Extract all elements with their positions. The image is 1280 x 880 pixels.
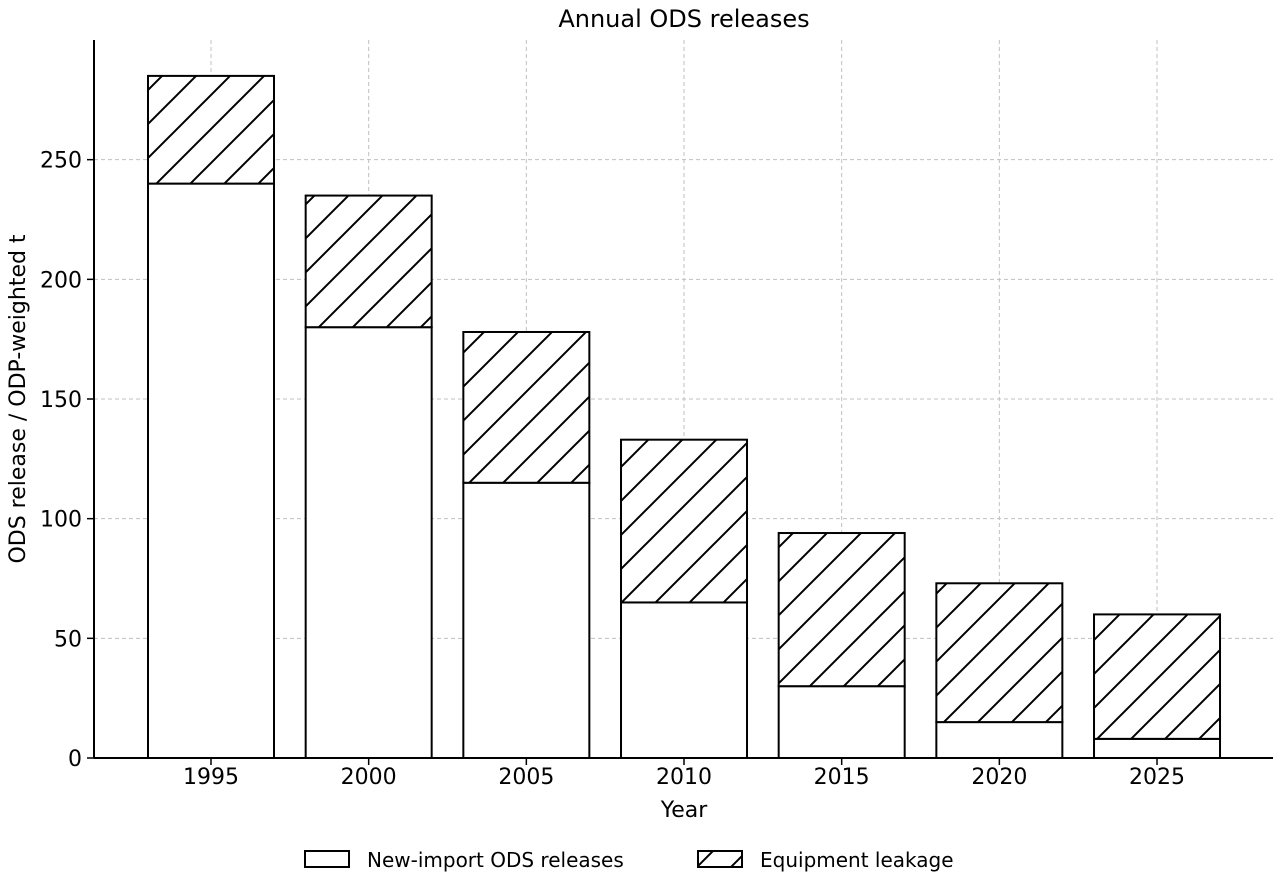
x-tick-label: 2010	[656, 765, 712, 790]
legend-swatch	[304, 850, 350, 868]
bar-new-import	[935, 721, 1064, 759]
bar-new-import	[620, 601, 749, 760]
legend-swatch	[697, 850, 743, 868]
x-tick-label: 2000	[341, 765, 397, 790]
bars	[147, 74, 1222, 760]
bar-new-import	[777, 685, 906, 760]
y-tick-label: 100	[40, 508, 82, 533]
y-tick-label: 250	[40, 149, 82, 174]
bar-equipment-leakage	[1093, 613, 1222, 740]
x-ticks: 1995 2000 2005 2010 2015 2020 2025	[183, 758, 1185, 790]
bar-equipment-leakage	[304, 194, 433, 329]
y-tick-label: 50	[54, 627, 82, 652]
chart-title: Annual ODS releases	[558, 5, 809, 33]
y-tick-label: 0	[68, 747, 82, 772]
y-tick-label: 200	[40, 268, 82, 293]
x-tick-label: 2015	[814, 765, 870, 790]
bar-new-import	[304, 326, 433, 759]
x-tick-label: 1995	[183, 765, 239, 790]
x-tick-label: 2020	[971, 765, 1027, 790]
bar-new-import	[1093, 737, 1222, 759]
bar-new-import	[462, 481, 591, 759]
bar-equipment-leakage	[777, 532, 906, 688]
bar-equipment-leakage	[620, 438, 749, 604]
x-tick-label: 2025	[1129, 765, 1185, 790]
y-ticks: 0 50 100 150 200 250	[40, 149, 94, 772]
x-axis-label: Year	[660, 798, 709, 823]
y-axis-label: ODS release / ODP-weighted t	[6, 234, 31, 563]
bar-equipment-leakage	[147, 74, 275, 185]
bar-equipment-leakage	[935, 582, 1064, 724]
bar-equipment-leakage	[462, 330, 591, 484]
legend: New-import ODS releases Equipment leakage	[304, 848, 954, 872]
legend-label: Equipment leakage	[760, 848, 954, 872]
bar-new-import	[147, 182, 275, 760]
y-tick-label: 150	[40, 388, 82, 413]
x-tick-label: 2005	[498, 765, 554, 790]
legend-label: New-import ODS releases	[367, 848, 624, 872]
